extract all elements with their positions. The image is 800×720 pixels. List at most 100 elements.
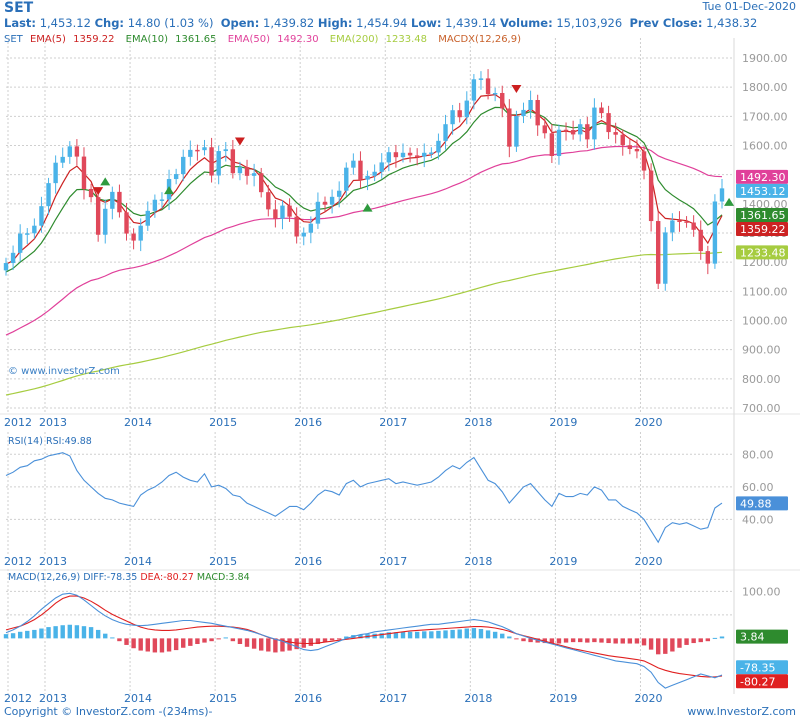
price-tick-label: 900.00: [742, 344, 781, 357]
macd-bar: [712, 637, 718, 639]
macd-bar: [315, 638, 321, 644]
candle-body: [17, 233, 23, 253]
x-tick-label: 2012: [4, 692, 32, 705]
candle-body: [372, 171, 377, 176]
candle-body: [344, 167, 349, 191]
macd-bar: [655, 638, 661, 655]
macd-bar: [336, 638, 342, 640]
candle-body: [514, 116, 519, 147]
candle-body: [53, 162, 58, 184]
macd-bar: [414, 631, 420, 639]
x-tick-label: 2018: [464, 555, 492, 568]
macd-bar: [131, 638, 136, 649]
x-tick-label: 2015: [209, 416, 237, 429]
x-tick-label: 2016: [294, 416, 322, 429]
macd-bar: [74, 625, 80, 639]
macd-bar: [578, 638, 583, 643]
macd-bar: [88, 627, 94, 639]
candle-body: [88, 188, 94, 198]
macd-bar: [450, 629, 455, 639]
macd-bar: [436, 630, 441, 639]
macd-bar: [259, 638, 264, 651]
macd-bar: [188, 638, 193, 646]
candle-body: [655, 221, 661, 284]
macd-bar: [358, 634, 363, 639]
macd-bar: [344, 636, 349, 639]
macd-bar: [670, 638, 675, 652]
macd-bar: [195, 638, 200, 644]
price-value-tag: 1233.48: [740, 246, 786, 259]
candle-body: [556, 129, 562, 156]
candle-body: [103, 208, 108, 235]
x-tick-label: 2015: [209, 692, 237, 705]
candle-body: [436, 140, 441, 153]
macd-bar: [152, 638, 158, 653]
macd-bar: [230, 638, 236, 642]
x-tick-label: 2019: [549, 692, 577, 705]
candle-body: [273, 209, 278, 219]
candle-body: [308, 223, 314, 233]
dea-line: [5, 595, 723, 678]
low-label: Low:: [411, 16, 442, 30]
macd-bar: [500, 633, 505, 639]
candle-body: [691, 222, 696, 230]
macd-bar: [641, 638, 647, 646]
candle-body: [670, 220, 675, 233]
footer-site[interactable]: www.InvestorZ.com: [687, 705, 796, 718]
rsi-tick-label: 80.00: [742, 448, 774, 461]
macd-bar: [492, 631, 498, 639]
rsi-tick-label: 40.00: [742, 513, 774, 526]
candle-body: [712, 201, 718, 264]
diff-value-tag: -78.35: [740, 661, 775, 674]
candle-body: [570, 130, 576, 135]
candle-body: [620, 134, 625, 146]
candle-body: [81, 156, 87, 189]
candle-body: [46, 183, 51, 207]
macd-bar: [60, 625, 65, 639]
ema10-line: [5, 106, 723, 273]
macd-bar: [25, 630, 30, 639]
legend-ema50: EMA(50) 1492.30: [227, 34, 319, 45]
macd-bar: [507, 636, 512, 639]
candle-body: [223, 149, 228, 152]
candle-body: [429, 152, 434, 154]
macd-bar: [10, 633, 16, 639]
candle-body: [500, 93, 505, 109]
chg-label: Chg:: [94, 16, 125, 30]
macd-bar: [698, 638, 703, 643]
macd-bar: [400, 631, 406, 639]
macd-bar: [216, 638, 221, 640]
candle-body: [414, 155, 420, 157]
rsi-line: [5, 452, 723, 544]
macd-bar: [592, 638, 597, 643]
price-value-tag-bg: [736, 169, 788, 184]
candle-body: [400, 152, 406, 158]
macd-bar: [251, 638, 257, 649]
candle-body: [188, 149, 193, 157]
macd-bar: [181, 638, 186, 648]
candle-body: [67, 146, 73, 157]
buy-signal-marker: [100, 177, 111, 186]
x-tick-label: 2020: [634, 692, 662, 705]
candle-body: [641, 151, 647, 171]
macd-bar: [209, 638, 214, 642]
candle-body: [39, 206, 44, 226]
macd-bar: [159, 638, 165, 653]
x-tick-label: 2014: [124, 692, 152, 705]
macd-bar: [308, 638, 314, 646]
footer-copyright: Copyright © InvestorZ.com -(234ms)-: [4, 705, 213, 718]
x-tick-label: 2012: [4, 555, 32, 568]
macd-bar: [627, 638, 633, 644]
diff-value-tag-bg: [736, 660, 788, 675]
price-value-tag: 1492.30: [740, 171, 786, 184]
rsi-title: RSI(14) RSI:49.88: [8, 436, 92, 447]
candle-body: [124, 212, 129, 234]
price-tick-label: 700.00: [742, 402, 781, 415]
candle-body: [684, 221, 689, 223]
candle-body: [237, 167, 243, 174]
x-tick-label: 2020: [634, 555, 662, 568]
candle-body: [492, 93, 498, 95]
macd-bar: [613, 638, 618, 644]
macd-bar: [528, 638, 533, 643]
